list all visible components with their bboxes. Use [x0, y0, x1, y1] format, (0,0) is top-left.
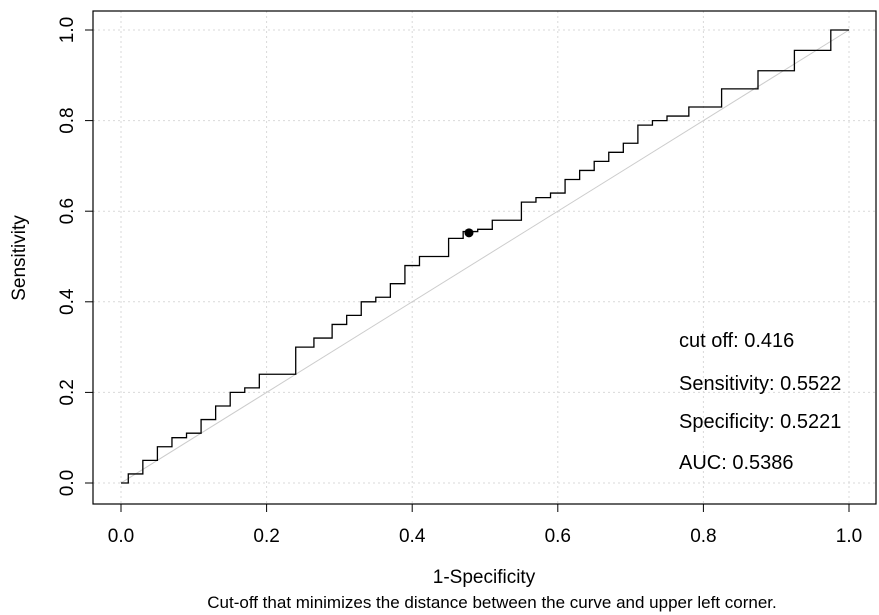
diagonal-reference-line — [120, 29, 850, 484]
y-axis: 0.0 0.2 0.4 0.6 0.8 1.0 — [57, 17, 93, 496]
x-tick-label: 0.0 — [108, 526, 134, 547]
annotation-sensitivity: Sensitivity: 0.5522 — [679, 373, 841, 395]
y-tick-label: 0.6 — [57, 198, 78, 224]
x-tick-label: 0.8 — [690, 526, 716, 547]
y-tick-label: 0.4 — [57, 288, 78, 315]
y-tick-label: 1.0 — [57, 17, 78, 43]
annotation-auc: AUC: 0.5386 — [679, 452, 794, 474]
annotation-specificity: Specificity: 0.5221 — [679, 411, 841, 433]
x-tick-label: 0.2 — [253, 526, 279, 547]
plot-box — [92, 10, 877, 505]
y-axis-title: Sensitivity — [9, 215, 30, 301]
y-tick-label: 0.8 — [57, 107, 78, 133]
x-tick-label: 1.0 — [836, 526, 862, 547]
x-tick-label: 0.4 — [399, 526, 426, 547]
cutoff-point — [464, 228, 474, 238]
roc-curve — [121, 29, 849, 484]
annotation-cutoff: cut off: 0.416 — [679, 330, 794, 352]
chart-caption: Cut-off that minimizes the distance betw… — [207, 593, 777, 612]
x-axis: 0.0 0.2 0.4 0.6 0.8 1.0 — [108, 504, 862, 547]
x-tick-label: 0.6 — [545, 526, 571, 547]
y-tick-label: 0.0 — [57, 470, 78, 496]
y-tick-label: 0.2 — [57, 379, 78, 405]
x-axis-title: 1-Specificity — [433, 567, 536, 588]
grid-lines — [93, 11, 876, 504]
